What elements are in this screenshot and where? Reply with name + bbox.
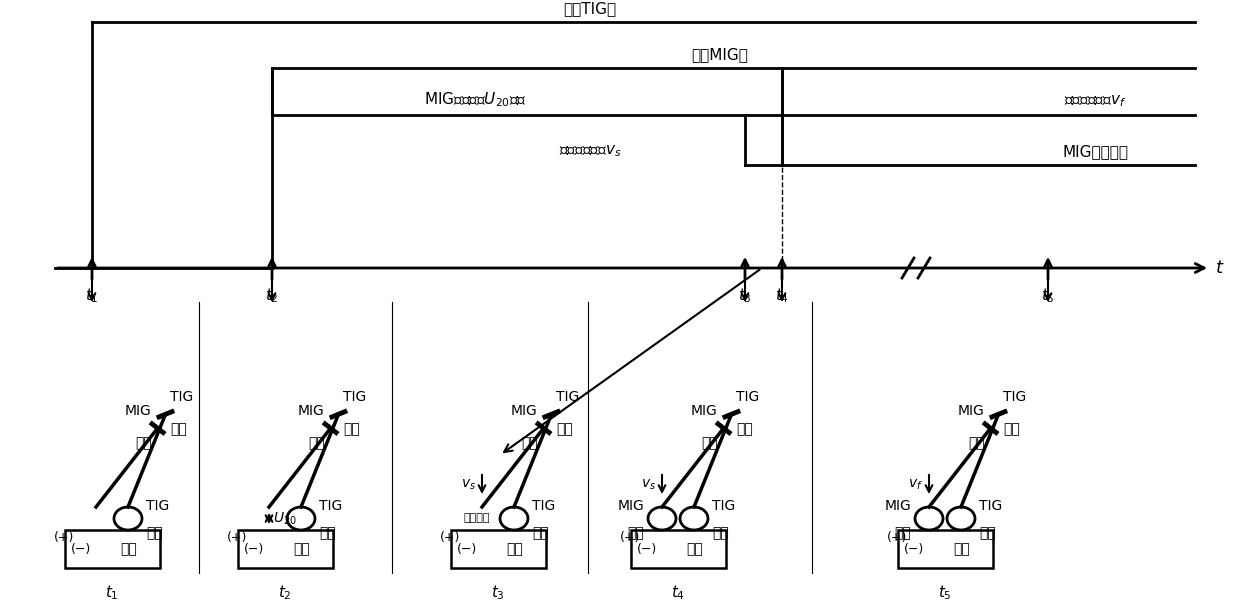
Text: 工件: 工件	[293, 542, 310, 556]
Text: 钨极: 钨极	[557, 422, 573, 436]
Text: MIG: MIG	[957, 404, 985, 418]
Text: $v_s$: $v_s$	[641, 478, 656, 492]
Text: 焊丝: 焊丝	[967, 436, 985, 450]
Text: 电弧: 电弧	[627, 527, 644, 541]
Text: 放电通道: 放电通道	[464, 514, 490, 524]
Text: (+): (+)	[440, 530, 460, 544]
Bar	[898, 530, 992, 568]
Text: 启动TIG焊: 启动TIG焊	[563, 1, 616, 16]
Text: $t_5$: $t_5$	[939, 583, 952, 602]
Text: 工件: 工件	[120, 542, 136, 556]
Text: 钨极: 钨极	[170, 422, 187, 436]
Text: MIG: MIG	[125, 404, 151, 418]
Text: 电弧: 电弧	[146, 527, 162, 541]
Text: TIG: TIG	[737, 390, 760, 405]
Text: (−): (−)	[71, 543, 91, 555]
Text: TIG: TIG	[319, 500, 342, 514]
Text: 电弧: 电弧	[894, 527, 911, 541]
Text: TIG: TIG	[532, 500, 556, 514]
Bar	[238, 530, 332, 568]
Text: (−): (−)	[456, 543, 476, 555]
Text: 焊丝: 焊丝	[521, 436, 538, 450]
Text: TIG: TIG	[1003, 390, 1027, 405]
Text: $t_1$: $t_1$	[105, 583, 119, 602]
Text: 电弧: 电弧	[712, 527, 729, 541]
Text: TIG: TIG	[980, 500, 1002, 514]
Text: 电弧: 电弧	[532, 527, 549, 541]
Ellipse shape	[114, 507, 143, 530]
Bar	[630, 530, 725, 568]
Text: $v_s$: $v_s$	[461, 478, 476, 492]
Bar	[64, 530, 160, 568]
Text: MIG空载电压$U_{20}$加载: MIG空载电压$U_{20}$加载	[424, 90, 526, 109]
Text: $t_3$: $t_3$	[491, 583, 505, 602]
Text: (−): (−)	[636, 543, 657, 555]
Ellipse shape	[915, 507, 942, 530]
Ellipse shape	[680, 507, 708, 530]
Text: MIG: MIG	[511, 404, 538, 418]
Ellipse shape	[500, 507, 528, 530]
Text: MIG: MIG	[691, 404, 718, 418]
Text: 电弧: 电弧	[319, 527, 336, 541]
Text: MIG电弧电压: MIG电弧电压	[1061, 144, 1128, 159]
Text: 钨极: 钨极	[343, 422, 360, 436]
Text: $t_2$: $t_2$	[265, 286, 279, 305]
Text: TIG: TIG	[557, 390, 580, 405]
Text: 钨极: 钨极	[1003, 422, 1021, 436]
Text: $t_5$: $t_5$	[1042, 286, 1055, 305]
Text: 焊丝: 焊丝	[308, 436, 325, 450]
Text: $t_2$: $t_2$	[278, 583, 291, 602]
Text: $v_f$: $v_f$	[908, 478, 923, 492]
Text: 初始送丝速度$v_s$: 初始送丝速度$v_s$	[559, 143, 621, 159]
Bar	[450, 530, 546, 568]
Ellipse shape	[649, 507, 676, 530]
Text: MIG: MIG	[618, 500, 644, 514]
Text: (+): (+)	[227, 530, 247, 544]
Text: 工件: 工件	[506, 542, 523, 556]
Text: (+): (+)	[887, 530, 908, 544]
Text: $t_3$: $t_3$	[738, 286, 751, 305]
Text: 焊丝: 焊丝	[135, 436, 151, 450]
Text: (+): (+)	[620, 530, 640, 544]
Text: $t_4$: $t_4$	[775, 286, 789, 305]
Text: $U_{20}$: $U_{20}$	[273, 510, 296, 527]
Text: TIG: TIG	[343, 390, 367, 405]
Text: $t_4$: $t_4$	[671, 583, 684, 602]
Text: 电弧: 电弧	[980, 527, 996, 541]
Text: MIG: MIG	[884, 500, 911, 514]
Text: 工件: 工件	[686, 542, 703, 556]
Text: MIG: MIG	[298, 404, 325, 418]
Text: TIG: TIG	[170, 390, 193, 405]
Text: $t_1$: $t_1$	[86, 286, 99, 305]
Ellipse shape	[286, 507, 315, 530]
Text: (−): (−)	[243, 543, 264, 555]
Text: 钨极: 钨极	[737, 422, 753, 436]
Text: TIG: TIG	[712, 500, 735, 514]
Ellipse shape	[947, 507, 975, 530]
Text: 工件: 工件	[954, 542, 970, 556]
Text: 启动MIG焊: 启动MIG焊	[692, 47, 749, 62]
Text: (−): (−)	[904, 543, 924, 555]
Text: 焊丝: 焊丝	[701, 436, 718, 450]
Text: $t$: $t$	[1215, 259, 1225, 277]
Text: 正常送丝速度$v_f$: 正常送丝速度$v_f$	[1064, 93, 1126, 109]
Text: TIG: TIG	[146, 500, 169, 514]
Text: (+): (+)	[53, 530, 74, 544]
